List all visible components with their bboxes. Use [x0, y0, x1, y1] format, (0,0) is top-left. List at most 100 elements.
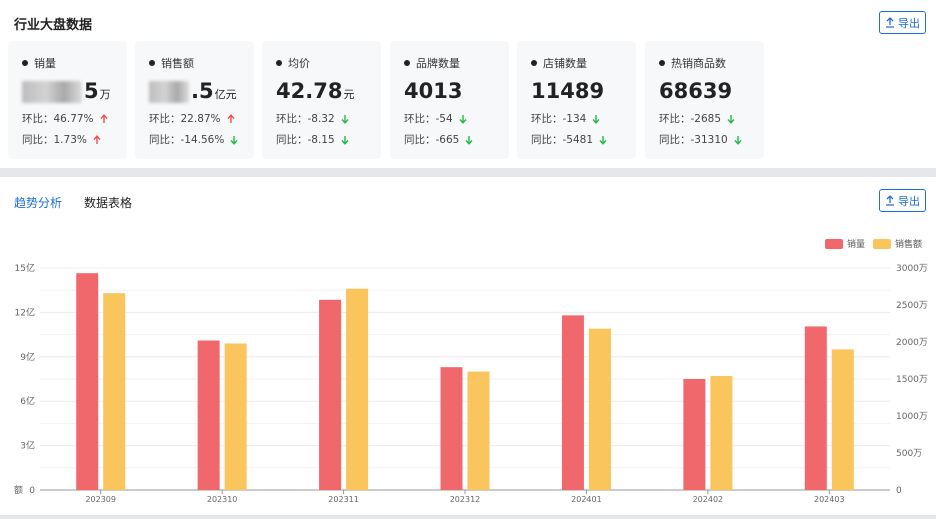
mom-value: -134 [562, 112, 587, 125]
right-axis-tick: 500万 [896, 449, 922, 459]
metric-label-text: 热销商品数 [671, 57, 726, 70]
metric-unit: 元 [343, 88, 355, 101]
bar-revenue [103, 293, 126, 490]
arrow-up-icon [100, 113, 108, 124]
right-axis-tick: 1000万 [896, 412, 928, 422]
metric-value: 68639 [659, 79, 733, 103]
view-tabs: 趋势分析 数据表格 [14, 194, 132, 211]
bullet-dot-icon [531, 60, 537, 66]
left-axis-tick: 15亿 [15, 262, 35, 274]
bar-revenue [710, 376, 733, 490]
tab-trend-analysis[interactable]: 趋势分析 [14, 196, 63, 210]
yoy-label: 同比： [404, 134, 436, 146]
metric-label-text: 品牌数量 [416, 57, 460, 70]
bar-revenue [831, 349, 854, 490]
yoy-value: -31310 [690, 133, 728, 146]
arrow-down-icon [230, 135, 238, 145]
metric-label: 销售额 [149, 55, 194, 71]
metric-value: 42.78元 [276, 79, 354, 103]
bar-sales [76, 273, 99, 490]
redacted-mask [149, 81, 189, 103]
metric-label: 热销商品数 [659, 55, 726, 71]
legend-label-sales: 销量 [847, 240, 866, 250]
metric-value-text: 11489 [531, 79, 605, 103]
x-axis-tick: 202309 [85, 495, 116, 504]
right-axis-tick: 3000万 [896, 264, 928, 274]
metric-value-text: 68639 [659, 79, 733, 103]
mom-value: -54 [435, 112, 453, 125]
left-axis-tick: 12亿 [15, 306, 35, 318]
right-axis-tick: 0 [896, 486, 902, 496]
mom-label: 环比： [659, 113, 691, 125]
legend-revenue[interactable]: 销售额 [873, 237, 922, 250]
yoy-row: 同比： -14.56% [149, 132, 238, 147]
yoy-value: -5481 [562, 133, 594, 146]
bar-sales [197, 340, 220, 490]
metric-label: 店铺数量 [531, 55, 587, 71]
metric-label: 品牌数量 [404, 55, 460, 71]
mom-label: 环比： [22, 113, 54, 125]
right-axis-tick: 2000万 [896, 338, 928, 348]
bar-sales [561, 315, 584, 490]
mom-value: -8.32 [307, 112, 335, 125]
metric-value-text: 5 [84, 79, 99, 103]
metric-label: 均价 [276, 55, 310, 71]
tab-data-table[interactable]: 数据表格 [84, 196, 133, 210]
bar-sales [683, 379, 706, 490]
metric-card: 均价 42.78元 环比： -8.32 同比： -8.15 [262, 41, 381, 159]
upload-icon [885, 195, 895, 206]
upload-icon [885, 17, 895, 28]
arrow-down-icon [727, 114, 735, 124]
mom-value: -2685 [690, 112, 722, 125]
x-axis-tick: 202403 [814, 495, 845, 504]
bar-revenue [224, 343, 247, 490]
yoy-value: -14.56% [180, 133, 225, 146]
chart-export-button[interactable]: 导出 [879, 189, 926, 212]
export-label: 导出 [898, 194, 920, 208]
arrow-down-icon [341, 135, 349, 145]
arrow-down-icon [592, 114, 600, 124]
left-axis-tick: 6亿 [20, 395, 35, 407]
yoy-value: -8.15 [307, 133, 335, 146]
yoy-row: 同比： -5481 [531, 132, 607, 147]
arrow-down-icon [341, 114, 349, 124]
yoy-value: -665 [435, 133, 460, 146]
legend-sales[interactable]: 销量 [825, 237, 865, 250]
yoy-label: 同比： [276, 134, 308, 146]
x-axis-tick: 202310 [207, 495, 238, 504]
metric-value: 4013 [404, 79, 463, 103]
yoy-value: 1.73% [53, 133, 87, 146]
chart-svg: 0 3亿 6亿 9亿 12亿 15亿 0 500万 1000万 1500万 2000万 2500万 30… [14, 262, 928, 504]
mom-row: 环比： 46.77% [22, 111, 108, 126]
metric-unit: 万 [99, 88, 111, 101]
arrow-down-icon [459, 114, 467, 124]
metric-value-text: .5 [191, 79, 214, 103]
mom-label: 环比： [404, 113, 436, 125]
bar-revenue [467, 371, 490, 490]
yoy-row: 同比： -665 [404, 132, 473, 147]
bar-sales [440, 367, 463, 490]
metric-label-text: 店铺数量 [543, 57, 587, 70]
bullet-dot-icon [276, 60, 282, 66]
arrow-down-icon [734, 135, 742, 145]
yoy-label: 同比： [659, 134, 691, 146]
bullet-dot-icon [149, 60, 155, 66]
trend-chart: 销量 销售额 0 3亿 6亿 9亿 12亿 15亿 0 500万 1000万 1500万 2000万… [0, 232, 936, 515]
bar-revenue [346, 288, 369, 490]
metric-card: 品牌数量 4013 环比： -54 同比： -665 [390, 41, 509, 159]
mom-row: 环比： 22.87% [149, 111, 235, 126]
metric-value: 5万 [22, 79, 111, 103]
metric-card: 店铺数量 11489 环比： -134 同比： -5481 [517, 41, 636, 159]
mom-row: 环比： -54 [404, 111, 467, 126]
left-axis-tick: 3亿 [20, 440, 35, 452]
yoy-label: 同比： [149, 134, 181, 146]
export-button[interactable]: 导出 [879, 11, 926, 34]
mom-row: 环比： -2685 [659, 111, 735, 126]
section-title: 行业大盘数据 [14, 18, 93, 33]
legend-swatch-sales [825, 238, 843, 249]
arrow-down-icon [599, 135, 607, 145]
x-axis-tick: 202312 [450, 495, 481, 504]
x-axis-tick: 202401 [571, 495, 602, 504]
yoy-row: 同比： -8.15 [276, 132, 349, 147]
yoy-label: 同比： [531, 134, 563, 146]
